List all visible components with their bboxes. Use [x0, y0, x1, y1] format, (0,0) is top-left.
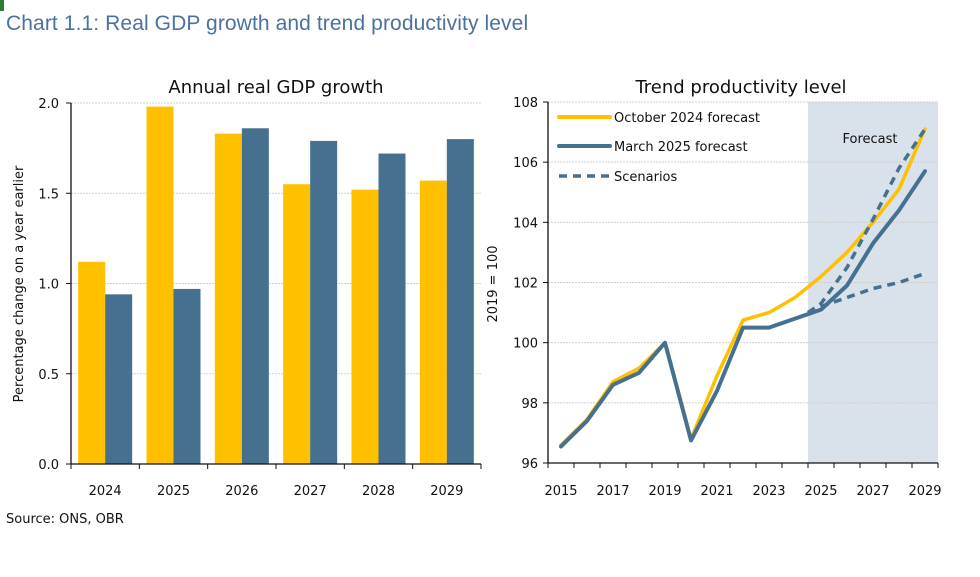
gdp-bar-october-2024: [419, 180, 447, 465]
legend-march-2025: March 2025 forecast: [557, 140, 748, 155]
page-title: Chart 1.1: Real GDP growth and trend pro…: [6, 12, 529, 35]
gdp-bar-march-2025: [241, 128, 269, 464]
productivity-x-tick-label: 2025: [804, 484, 837, 499]
productivity-x-tick-label: 2017: [596, 484, 629, 499]
legend-label: March 2025 forecast: [614, 140, 748, 155]
productivity-y-axis-title: 2019 = 100: [486, 245, 501, 322]
gdp-bar-march-2025: [310, 140, 338, 464]
gdp-chart-title: Annual real GDP growth: [168, 77, 383, 98]
march-2025-forecast-line: [559, 169, 927, 449]
gdp-y-tick-label: 1.0: [38, 278, 59, 293]
productivity-x-tick-label: 2015: [544, 484, 577, 499]
source-note: Source: ONS, OBR: [6, 512, 124, 527]
productivity-x-tick-label: 2023: [752, 484, 785, 499]
productivity-x-tick-label: 2019: [648, 484, 681, 499]
corner-marker: [0, 0, 4, 11]
gdp-x-tick-label: 2024: [89, 484, 122, 499]
scenario-lower-line: [807, 271, 926, 315]
forecast-annotation: Forecast: [842, 132, 897, 147]
gdp-y-tick-label: 0.0: [38, 458, 59, 473]
gdp-bar-march-2025: [446, 139, 474, 464]
legend-label: October 2024 forecast: [614, 111, 760, 126]
productivity-y-tick-label: 100: [513, 337, 538, 352]
gdp-x-tick-label: 2027: [294, 484, 327, 499]
productivity-x-tick-label: 2021: [700, 484, 733, 499]
productivity-y-tick-label: 96: [521, 457, 538, 472]
legend-october-2024: October 2024 forecast: [557, 111, 760, 126]
gdp-bar-october-2024: [351, 189, 379, 464]
gdp-bar-october-2024: [78, 261, 106, 464]
gdp-bar-march-2025: [105, 294, 133, 464]
gdp-y-axis-title: Percentage change on a year earlier: [12, 165, 27, 402]
productivity-chart: Trend productivity level 2019 = 100 Fore…: [486, 77, 942, 499]
productivity-x-tick-label: 2029: [908, 484, 941, 499]
gdp-x-tick-label: 2025: [157, 484, 190, 499]
legend-label: Scenarios: [614, 170, 678, 185]
scenario-upper-line: [807, 128, 927, 315]
gdp-growth-chart: Annual real GDP growth Percentage change…: [12, 77, 482, 499]
legend-scenarios: Scenarios: [559, 170, 678, 185]
productivity-legend: October 2024 forecast March 2025 forecast…: [557, 111, 760, 185]
productivity-y-tick-label: 108: [513, 96, 538, 111]
gdp-y-tick-label: 2.0: [38, 97, 59, 112]
productivity-chart-title: Trend productivity level: [634, 77, 846, 98]
gdp-bar-march-2025: [378, 153, 406, 465]
productivity-y-tick-label: 98: [521, 397, 538, 412]
gdp-y-tick-label: 0.5: [38, 368, 59, 383]
gdp-bar-october-2024: [146, 106, 174, 465]
gdp-x-tick-label: 2029: [430, 484, 463, 499]
gdp-bar-march-2025: [173, 288, 201, 464]
gdp-x-tick-label: 2026: [225, 484, 258, 499]
gdp-x-tick-label: 2028: [362, 484, 395, 499]
gdp-bar-october-2024: [283, 184, 311, 464]
productivity-y-tick-label: 102: [513, 277, 538, 292]
gdp-y-tick-label: 1.5: [38, 187, 59, 202]
productivity-y-tick-label: 106: [513, 156, 538, 171]
gdp-bar-october-2024: [214, 133, 242, 464]
productivity-x-tick-label: 2027: [856, 484, 889, 499]
productivity-y-tick-label: 104: [513, 216, 538, 231]
